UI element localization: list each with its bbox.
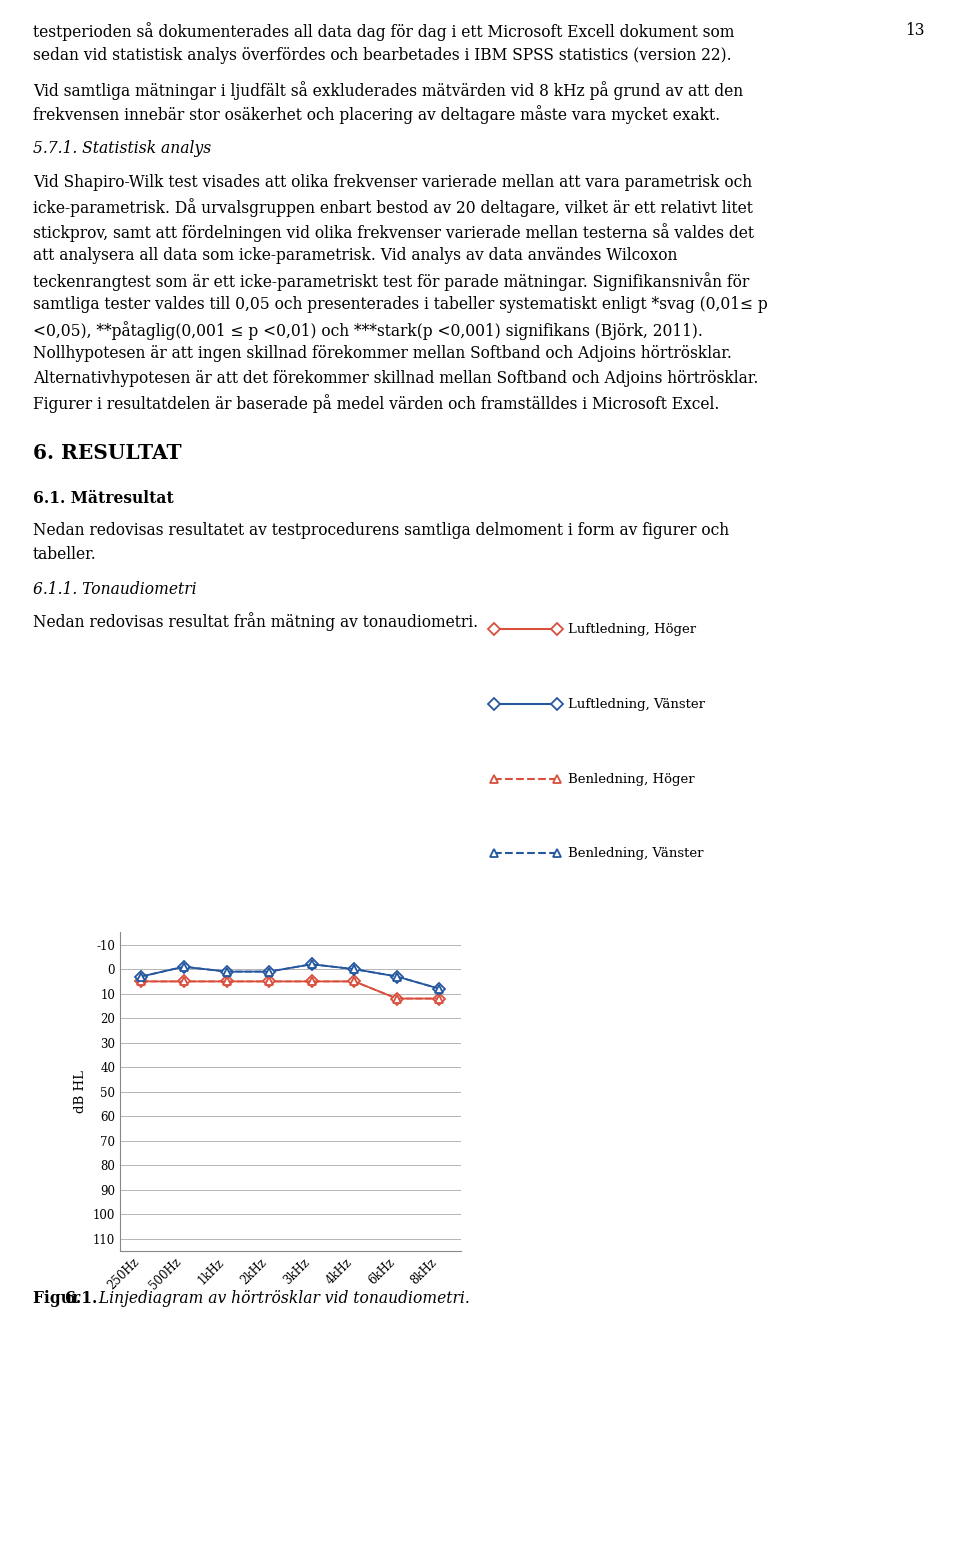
Line: Luftledning, Vänster: Luftledning, Vänster (137, 960, 444, 993)
Text: 6. RESULTAT: 6. RESULTAT (33, 443, 181, 463)
Benledning, Höger (263, 973, 275, 991)
Text: Vid Shapiro-Wilk test visades att olika frekvenser varierade mellan att vara par: Vid Shapiro-Wilk test visades att olika … (33, 174, 752, 191)
Text: 13: 13 (905, 22, 925, 39)
Luftledning, Höger (221, 973, 232, 991)
Text: 6.1. Mätresultat: 6.1. Mätresultat (33, 490, 174, 507)
Benledning, Höger (179, 973, 190, 991)
Text: frekvensen innebär stor osäkerhet och placering av deltagare måste vara mycket e: frekvensen innebär stor osäkerhet och pl… (33, 106, 720, 124)
Benledning, Höger (434, 990, 445, 1009)
Text: Vid samtliga mätningar i ljudfält så exkluderades mätvärden vid 8 kHz på grund a: Vid samtliga mätningar i ljudfält så exk… (33, 81, 743, 99)
Line: Luftledning, Höger: Luftledning, Höger (137, 977, 444, 1002)
Text: Nollhypotesen är att ingen skillnad förekommer mellan Softband och Adjoins hörtr: Nollhypotesen är att ingen skillnad före… (33, 345, 732, 362)
Text: Figur: Figur (33, 1290, 85, 1307)
Luftledning, Höger (306, 973, 318, 991)
Luftledning, Höger (391, 990, 402, 1009)
Luftledning, Vänster (306, 954, 318, 973)
Benledning, Vänster (263, 962, 275, 981)
Benledning, Vänster (221, 962, 232, 981)
Benledning, Höger (135, 973, 147, 991)
Luftledning, Vänster (221, 962, 232, 981)
Benledning, Vänster (135, 967, 147, 985)
Benledning, Vänster (391, 967, 402, 985)
Line: Benledning, Höger: Benledning, Höger (137, 977, 444, 1002)
Text: Luftledning, Vänster: Luftledning, Vänster (568, 698, 706, 712)
Luftledning, Vänster (391, 967, 402, 985)
Luftledning, Vänster (434, 979, 445, 998)
Benledning, Vänster (306, 954, 318, 973)
Text: Linjediagram av hörtrösklar vid tonaudiometri.: Linjediagram av hörtrösklar vid tonaudio… (94, 1290, 469, 1307)
Luftledning, Höger (179, 973, 190, 991)
Line: Benledning, Vänster: Benledning, Vänster (137, 960, 444, 993)
Text: 5.7.1. Statistisk analys: 5.7.1. Statistisk analys (33, 140, 211, 157)
Text: tabeller.: tabeller. (33, 547, 97, 563)
Text: sedan vid statistisk analys överfördes och bearbetades i IBM SPSS statistics (ve: sedan vid statistisk analys överfördes o… (33, 47, 732, 64)
Benledning, Höger (391, 990, 402, 1009)
Text: Figurer i resultatdelen är baserade på medel värden och framställdes i Microsoft: Figurer i resultatdelen är baserade på m… (33, 395, 719, 413)
Text: Benledning, Höger: Benledning, Höger (568, 772, 695, 786)
Text: icke-parametrisk. Då urvalsgruppen enbart bestod av 20 deltagare, vilket är ett : icke-parametrisk. Då urvalsgruppen enbar… (33, 199, 753, 218)
Text: testperioden så dokumenterades all data dag för dag i ett Microsoft Excell dokum: testperioden så dokumenterades all data … (33, 22, 734, 40)
Benledning, Vänster (179, 957, 190, 976)
Text: Alternativhypotesen är att det förekommer skillnad mellan Softband och Adjoins h: Alternativhypotesen är att det förekomme… (33, 370, 758, 387)
Text: 6.1.: 6.1. (65, 1290, 97, 1307)
Text: att analysera all data som icke-parametrisk. Vid analys av data användes Wilcoxo: att analysera all data som icke-parametr… (33, 247, 678, 264)
Text: samtliga tester valdes till 0,05 och presenterades i tabeller systematiskt enlig: samtliga tester valdes till 0,05 och pre… (33, 297, 768, 314)
Text: Nedan redovisas resultat från mätning av tonaudiometri.: Nedan redovisas resultat från mätning av… (33, 612, 478, 631)
Text: <0,05), **påtaglig(0,001 ≤ p <0,01) och ***stark(p <0,001) signifikans (Björk, 2: <0,05), **påtaglig(0,001 ≤ p <0,01) och … (33, 320, 703, 340)
Benledning, Vänster (434, 979, 445, 998)
Luftledning, Vänster (263, 962, 275, 981)
Text: 6.1.1. Tonaudiometri: 6.1.1. Tonaudiometri (33, 581, 197, 598)
Luftledning, Vänster (348, 960, 360, 979)
Luftledning, Höger (434, 990, 445, 1009)
Luftledning, Höger (348, 973, 360, 991)
Text: teckenrangtest som är ett icke-parametriskt test för parade mätningar. Signifika: teckenrangtest som är ett icke-parametri… (33, 272, 749, 291)
Benledning, Höger (348, 973, 360, 991)
Luftledning, Vänster (179, 957, 190, 976)
Text: Luftledning, Höger: Luftledning, Höger (568, 623, 696, 637)
Benledning, Vänster (348, 960, 360, 979)
Luftledning, Höger (263, 973, 275, 991)
Benledning, Höger (306, 973, 318, 991)
Text: Benledning, Vänster: Benledning, Vänster (568, 847, 704, 861)
Luftledning, Vänster (135, 967, 147, 985)
Luftledning, Höger (135, 973, 147, 991)
Y-axis label: dB HL: dB HL (74, 1071, 87, 1113)
Text: stickprov, samt att fördelningen vid olika frekvenser varierade mellan testerna : stickprov, samt att fördelningen vid oli… (33, 222, 754, 242)
Text: Nedan redovisas resultatet av testprocedurens samtliga delmoment i form av figur: Nedan redovisas resultatet av testproced… (33, 522, 730, 539)
Benledning, Höger (221, 973, 232, 991)
